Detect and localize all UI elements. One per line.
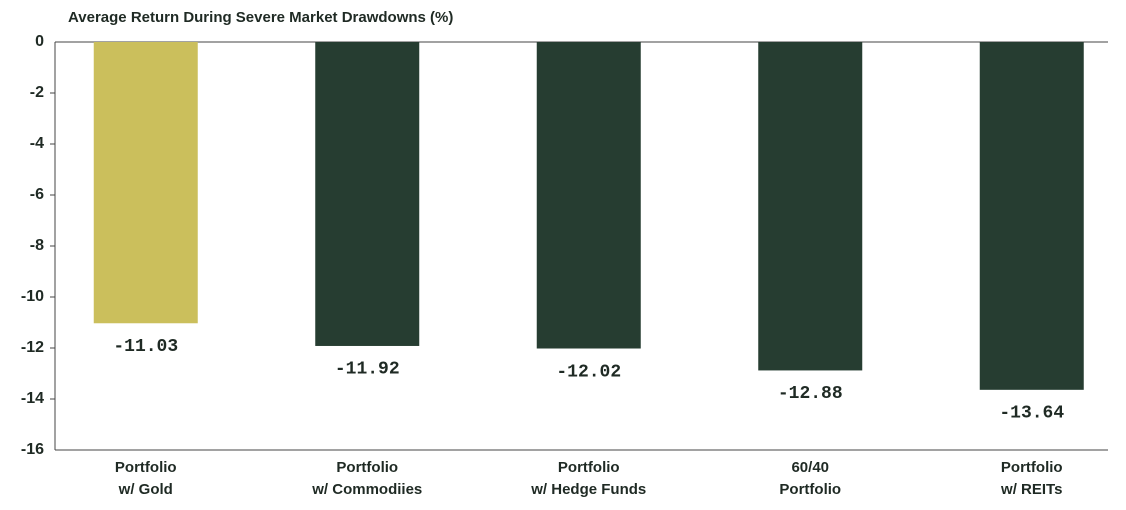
bar (536, 42, 641, 349)
bar (758, 42, 863, 371)
x-tick-label-line: w/ Gold (118, 481, 173, 498)
x-tick-label-line: Portfolio (115, 459, 177, 476)
y-tick-label: -6 (30, 186, 44, 203)
y-tick-label: -16 (21, 441, 44, 458)
x-tick-label-line: w/ Hedge Funds (530, 481, 646, 498)
x-tick-label-line: Portfolio (1001, 459, 1063, 476)
y-tick-label: -14 (21, 390, 44, 407)
x-tick-label: Portfolio w/ Gold (115, 459, 177, 498)
y-tick-label: -10 (21, 288, 44, 305)
x-tick-label-line: 60/40 (791, 459, 829, 476)
value-label: -12.88 (778, 384, 843, 404)
value-label: -12.02 (556, 362, 621, 382)
y-tick-label: -2 (30, 84, 44, 101)
x-tick-label: 60/40 Portfolio (779, 459, 841, 498)
x-tick-label-line: w/ Commodiies (311, 481, 422, 498)
x-tick-label-line: Portfolio (336, 459, 398, 476)
chart-title: Average Return During Severe Market Draw… (68, 9, 453, 26)
x-tick-label: Portfolio w/ REITs (1000, 459, 1063, 498)
bar (315, 42, 420, 346)
y-tick-label: -8 (30, 237, 44, 254)
bar (93, 42, 198, 324)
x-tick-label-line: w/ REITs (1000, 481, 1062, 498)
x-tick-label: Portfolio w/ Hedge Funds (530, 459, 646, 498)
value-label: -11.92 (335, 360, 400, 380)
x-tick-label: Portfolio w/ Commodiies (311, 459, 422, 498)
x-tick-label-line: Portfolio (779, 481, 841, 498)
value-label: -11.03 (113, 337, 178, 357)
y-tick-label: 0 (35, 33, 44, 50)
y-tick-label: -12 (21, 339, 44, 356)
value-label: -13.64 (999, 404, 1064, 424)
bar (979, 42, 1084, 390)
x-tick-label-line: Portfolio (558, 459, 620, 476)
y-tick-label: -4 (30, 135, 44, 152)
